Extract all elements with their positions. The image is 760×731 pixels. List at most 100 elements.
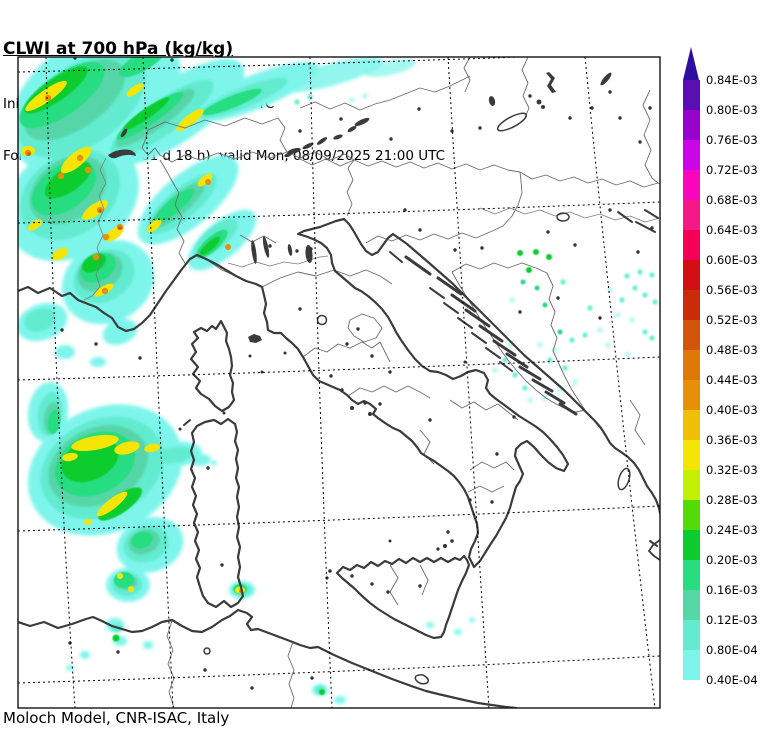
latlon-grid [18, 57, 660, 708]
lakes [108, 72, 659, 326]
austria-north-border [299, 75, 471, 111]
colorbar-block [683, 500, 700, 530]
france-italy-border [159, 159, 187, 266]
colorbar-tick-label: 0.32E-03 [706, 463, 758, 477]
lake-balaton [496, 112, 528, 132]
tunisia-algeria-border [166, 620, 175, 708]
colorbar-tick-label: 0.40E-04 [706, 673, 758, 687]
meridian-1 [45, 57, 76, 708]
colorbar-blocks [683, 80, 700, 680]
slovenia-croatia-border [365, 171, 523, 244]
north-africa-coastline [18, 608, 517, 708]
croatian-islands-inner [389, 251, 658, 547]
colorbar-tick-label: 0.80E-03 [706, 103, 758, 117]
serbia-border [642, 89, 659, 184]
danube-river [479, 207, 660, 223]
colorbar-tick-label: 0.60E-03 [706, 253, 758, 267]
lake-maggiore [251, 240, 257, 264]
colorbar-tick-label: 0.40E-03 [706, 403, 758, 417]
colorbar-block [683, 470, 700, 500]
colorbar-tick-label: 0.84E-03 [706, 73, 758, 87]
meridian-3 [309, 57, 333, 708]
po-river [227, 255, 329, 268]
lake-como [262, 236, 270, 258]
corsica-coastline [189, 319, 236, 413]
austria-hungary-border [521, 57, 530, 121]
colorbar-tick-label: 0.80E-04 [706, 643, 758, 657]
colorbar-block [683, 230, 700, 260]
parallel-3 [18, 356, 660, 381]
rhone-river [83, 157, 107, 301]
corfu-island [617, 467, 631, 491]
galite-island [203, 647, 211, 655]
sicily-coastline [335, 554, 471, 640]
colorbar-block [683, 260, 700, 290]
colorbar-block [683, 140, 700, 170]
malta-island [414, 673, 430, 685]
colorbar-block [683, 560, 700, 590]
parallel-4 [18, 505, 660, 532]
colorbar-arrow [683, 47, 699, 80]
lake-geneva [108, 149, 136, 159]
lake-garda [305, 245, 313, 263]
colorbar-tick-label: 0.28E-03 [706, 493, 758, 507]
meridian-2 [142, 57, 174, 708]
colorbar-block [683, 350, 700, 380]
colorbar-tick-label: 0.56E-03 [706, 283, 758, 297]
italy-slovenia-border [346, 159, 355, 217]
switzerland-border [141, 117, 288, 163]
map-frame [17, 56, 661, 709]
bosnia-border-east [451, 262, 586, 411]
parallel-5 [18, 655, 660, 684]
parallel-2 [18, 201, 660, 224]
map-dots [60, 57, 654, 690]
austria-slovenia-border [353, 159, 521, 173]
colorbar-tick-label: 0.36E-03 [706, 433, 758, 447]
colorbar-block [683, 110, 700, 140]
lake-constance [354, 117, 370, 127]
colorbar-tick-label: 0.52E-03 [706, 313, 758, 327]
parallel-1 [18, 57, 519, 73]
sardinia-coastline [189, 417, 245, 609]
elba-island [248, 334, 262, 343]
italy-adriatic-coastline [18, 217, 660, 569]
colorbar-tick-label: 0.16E-03 [706, 583, 758, 597]
colorbar-block [683, 200, 700, 230]
colorbar-block [683, 440, 700, 470]
colorbar-tick-label: 0.20E-03 [706, 553, 758, 567]
hungary-croatia-border [519, 171, 660, 188]
colorbar-block [683, 590, 700, 620]
cloud-level-red-orange [27, 152, 122, 230]
footer-credit: Moloch Model, CNR-ISAC, Italy [3, 709, 230, 727]
colorbar-block [683, 170, 700, 200]
colorbar-block [683, 530, 700, 560]
cloud-level-yellow [21, 80, 245, 594]
colorbar-tick-label: 0.76E-03 [706, 133, 758, 147]
colorbar-tick-label: 0.12E-03 [706, 613, 758, 627]
colorbar-block [683, 80, 700, 110]
greece-coast-fragment [648, 539, 660, 561]
colorbar-block [683, 320, 700, 350]
cloud-layer [18, 57, 658, 704]
czech-border [463, 57, 471, 93]
meridian-5 [584, 57, 656, 708]
bosnia-border-west [451, 271, 586, 413]
meridian-4 [447, 57, 490, 708]
page-title: CLWI at 700 hPa (kg/kg) [3, 39, 234, 59]
colorbar-tick-label: 0.48E-03 [706, 343, 758, 357]
colorbar-tick-label: 0.64E-03 [706, 223, 758, 237]
lake-trasimeno [316, 314, 328, 326]
colorbar-tick-label: 0.68E-03 [706, 193, 758, 207]
austria-italy-border [286, 151, 355, 167]
albania-border [629, 399, 646, 446]
colorbar-tick-label: 0.44E-03 [706, 373, 758, 387]
coastlines [18, 217, 660, 708]
colorbar-block [683, 290, 700, 320]
small-islands [178, 334, 467, 685]
tunisia-libya-border [287, 641, 295, 708]
colorbar-block [683, 650, 700, 680]
colorbar-block [683, 620, 700, 650]
colorbar-block [683, 380, 700, 410]
